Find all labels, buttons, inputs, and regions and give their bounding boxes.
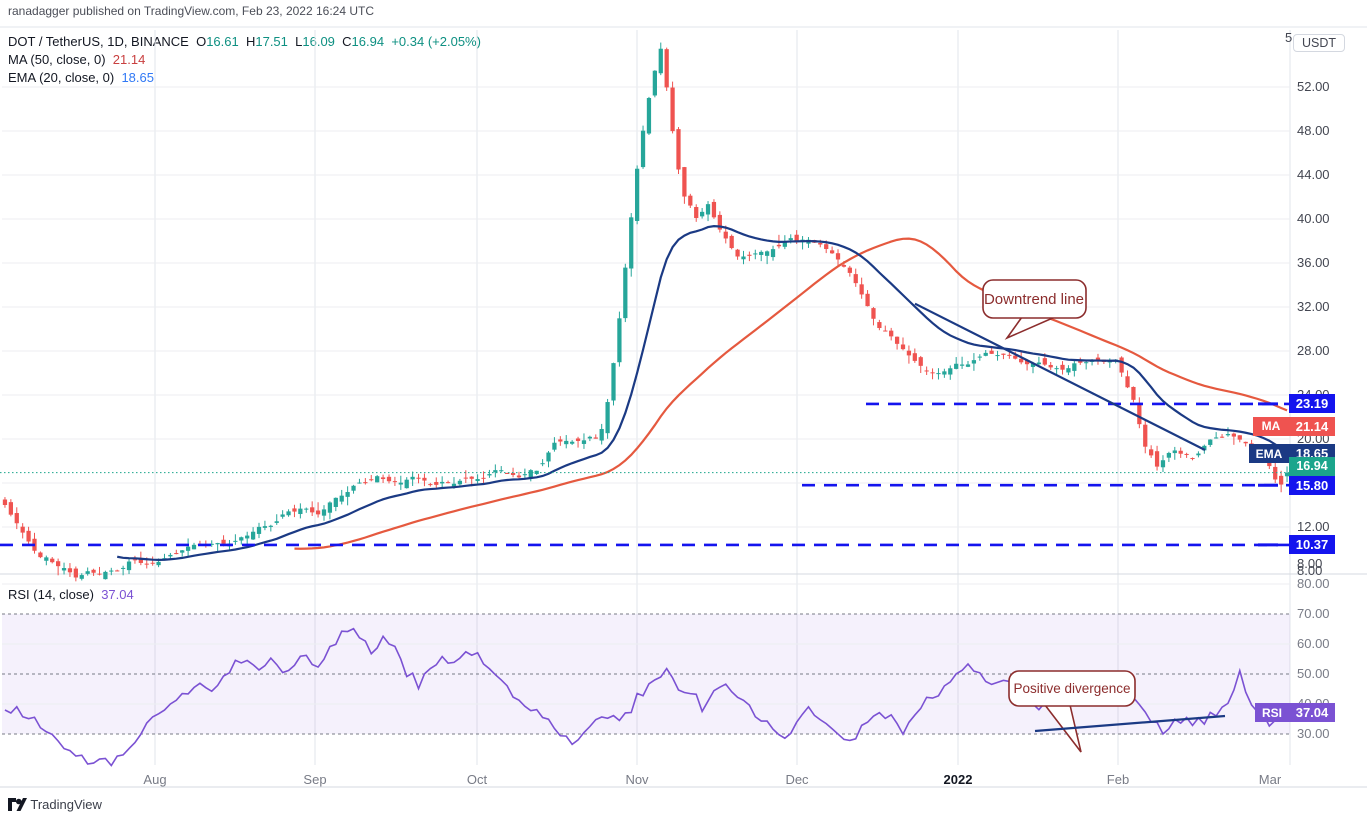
svg-text:Dec: Dec xyxy=(785,772,809,787)
svg-text:20.00: 20.00 xyxy=(1297,431,1330,446)
svg-text:Nov: Nov xyxy=(625,772,649,787)
svg-text:40.00: 40.00 xyxy=(1297,696,1330,711)
svg-text:Positive divergence: Positive divergence xyxy=(1013,681,1130,696)
svg-text:Oct: Oct xyxy=(467,772,488,787)
svg-text:50.00: 50.00 xyxy=(1297,666,1330,681)
svg-text:8.00: 8.00 xyxy=(1297,556,1322,571)
svg-text:48.00: 48.00 xyxy=(1297,123,1330,138)
svg-text:30.00: 30.00 xyxy=(1297,726,1330,741)
svg-text:40.00: 40.00 xyxy=(1297,211,1330,226)
svg-text:Feb: Feb xyxy=(1107,772,1129,787)
svg-text:44.00: 44.00 xyxy=(1297,167,1330,182)
svg-text:36.00: 36.00 xyxy=(1297,255,1330,270)
svg-text:60.00: 60.00 xyxy=(1297,636,1330,651)
svg-text:5: 5 xyxy=(1285,30,1292,45)
svg-text:Downtrend line: Downtrend line xyxy=(984,291,1084,308)
svg-text:Mar: Mar xyxy=(1259,772,1282,787)
svg-text:Aug: Aug xyxy=(143,772,166,787)
svg-text:12.00: 12.00 xyxy=(1297,519,1330,534)
svg-text:28.00: 28.00 xyxy=(1297,343,1330,358)
svg-text:52.00: 52.00 xyxy=(1297,79,1330,94)
svg-text:80.00: 80.00 xyxy=(1297,576,1330,591)
svg-text:16.00: 16.00 xyxy=(1297,475,1330,490)
svg-text:Sep: Sep xyxy=(303,772,326,787)
svg-text:24.00: 24.00 xyxy=(1297,387,1330,402)
svg-text:32.00: 32.00 xyxy=(1297,299,1330,314)
svg-text:70.00: 70.00 xyxy=(1297,606,1330,621)
svg-text:2022: 2022 xyxy=(944,772,973,787)
